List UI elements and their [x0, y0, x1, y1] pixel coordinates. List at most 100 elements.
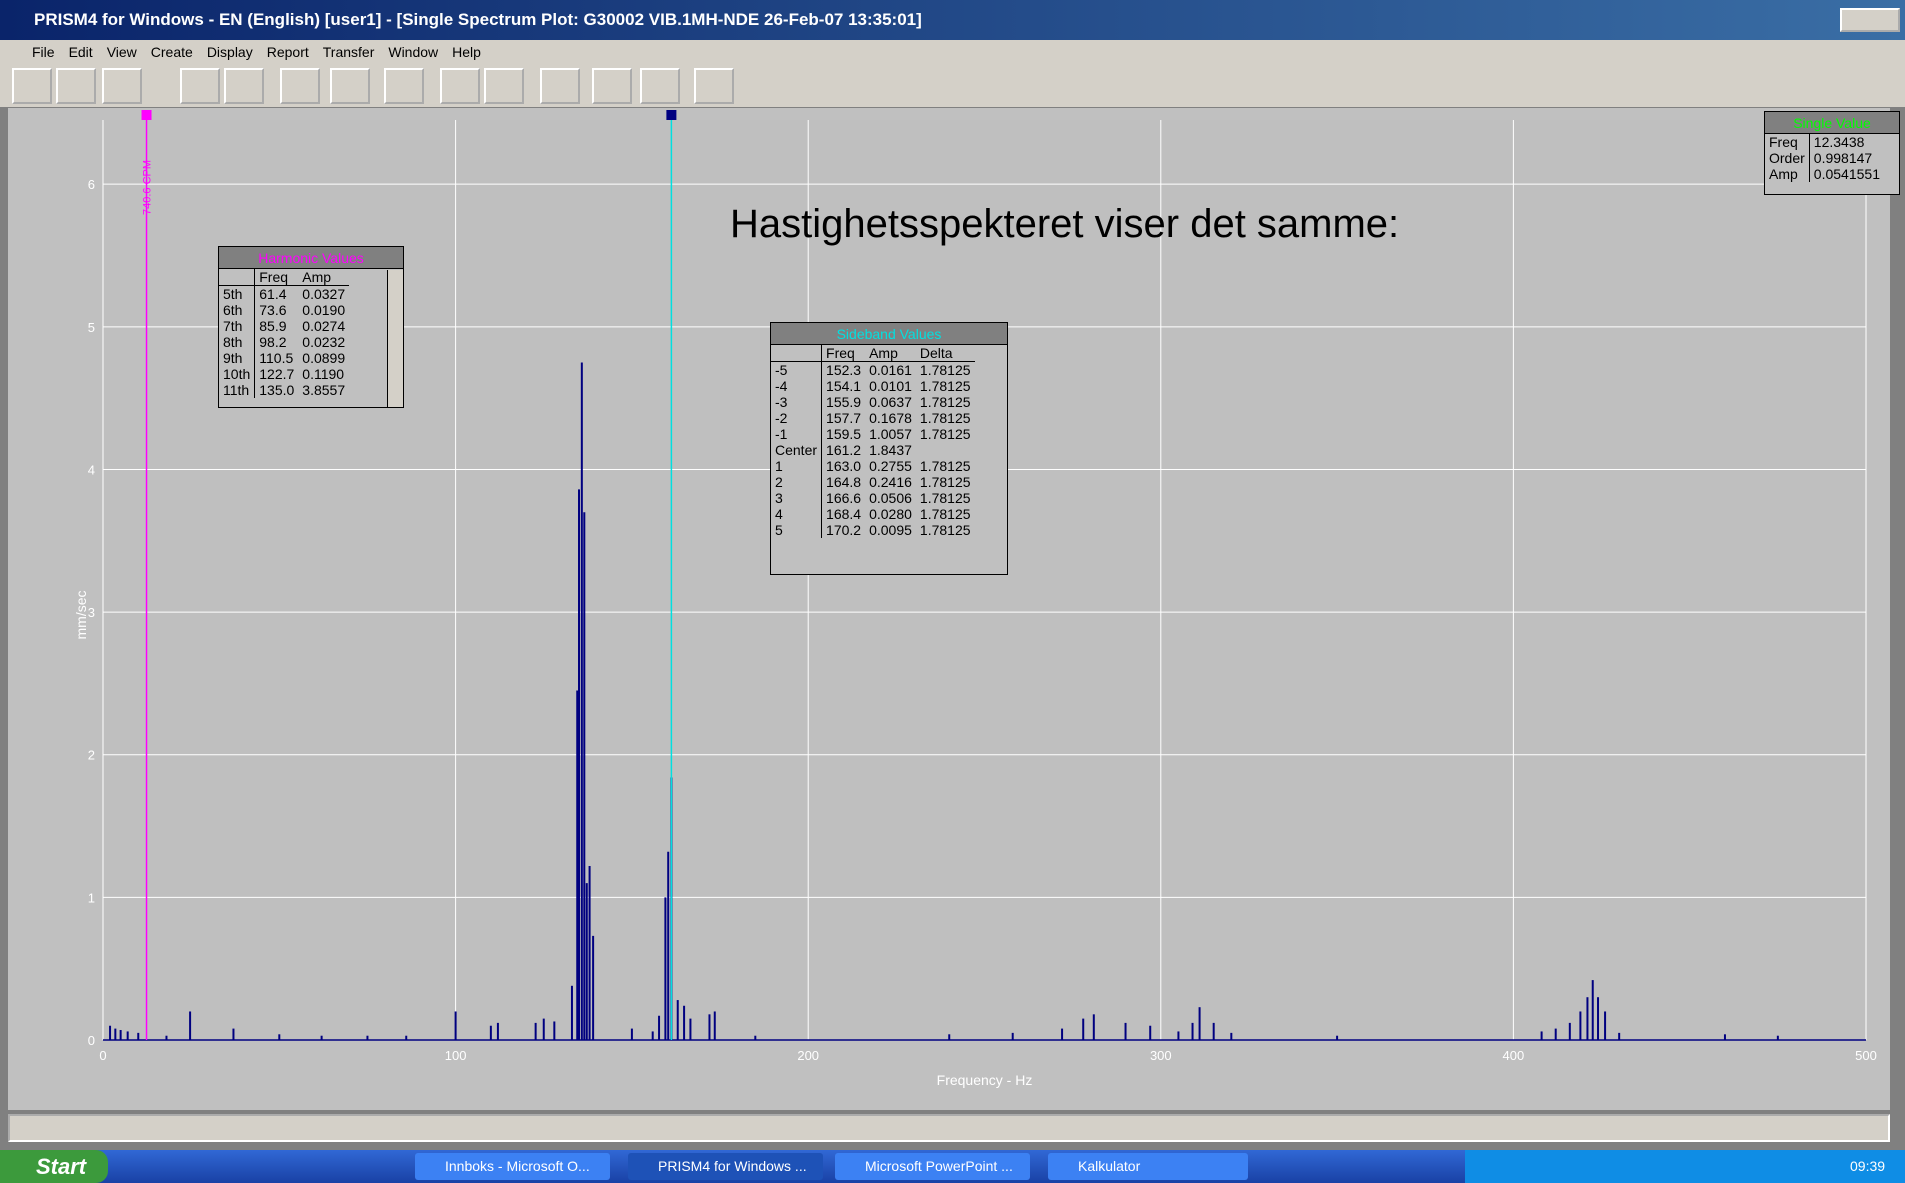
- toolbar-button[interactable]: [102, 68, 142, 104]
- task-button[interactable]: Microsoft PowerPoint ...: [835, 1153, 1030, 1180]
- status-bar: [8, 1114, 1890, 1142]
- table-cell: 170.2: [826, 522, 862, 538]
- toolbar-button[interactable]: [12, 68, 52, 104]
- menu-item[interactable]: Transfer: [322, 44, 375, 60]
- table-cell: 166.6: [826, 490, 862, 506]
- table-cell: 7th: [219, 318, 256, 334]
- cursor-handle[interactable]: [141, 110, 152, 120]
- table: Freq Amp Delta -5 152.3 0.0161 1.78125 -4 154.1 0…: [771, 345, 975, 538]
- table-cell: 0.1678: [869, 410, 912, 426]
- toolbar-button[interactable]: [180, 68, 220, 104]
- table-row: Amp 0.0541551: [1765, 166, 1884, 182]
- table-cell: 152.3: [826, 362, 862, 378]
- title-bar: PRISM4 for Windows - EN (English) [user1…: [0, 0, 1905, 40]
- annotation: Hastighetsspekteret viser det samme:: [730, 202, 1399, 246]
- menu-item[interactable]: Create: [150, 44, 193, 60]
- table-row: -2 157.7 0.1678 1.78125: [771, 410, 975, 426]
- table-cell: 85.9: [259, 318, 287, 334]
- table-row: 3 166.6 0.0506 1.78125: [771, 490, 975, 506]
- table-cell: 8th: [219, 334, 256, 350]
- menu-item[interactable]: Report: [266, 44, 309, 60]
- table-row: 5 170.2 0.0095 1.78125: [771, 522, 975, 538]
- table-cell: 10th: [219, 366, 256, 382]
- table-cell: 6th: [219, 302, 256, 318]
- table-cell: Center: [771, 442, 823, 458]
- menu-item[interactable]: Help: [452, 44, 481, 60]
- table-cell: 12.3438: [1813, 134, 1865, 150]
- menu-item[interactable]: Edit: [68, 44, 93, 60]
- table-cell: 0.0899: [302, 350, 346, 366]
- table-cell: 0.0327: [302, 286, 346, 302]
- sideband-table: Sideband Values Freq Amp Delta -5 152.3 0.016…: [770, 322, 1008, 575]
- menu-item[interactable]: Window: [388, 44, 439, 60]
- toolbar-button[interactable]: [640, 68, 680, 104]
- table-row: Freq 12.3438: [1765, 134, 1884, 150]
- header-cell: [771, 345, 823, 362]
- scrollbar[interactable]: [387, 270, 403, 407]
- toolbar-button[interactable]: [224, 68, 264, 104]
- table-cell: 0.0541551: [1813, 166, 1880, 182]
- table-row: -3 155.9 0.0637 1.78125: [771, 394, 975, 410]
- table-cell: 0.0274: [302, 318, 346, 334]
- x-tick-label: 500: [1855, 1048, 1877, 1063]
- menu-item[interactable]: Display: [206, 44, 253, 60]
- table-cell: 163.0: [826, 458, 862, 474]
- table-row: Center 161.2 1.8437: [771, 442, 975, 458]
- y-tick-label: 5: [88, 320, 95, 335]
- cursor-handle[interactable]: [666, 110, 677, 120]
- table-row: -4 154.1 0.0101 1.78125: [771, 378, 975, 394]
- table-cell: 161.2: [826, 442, 862, 458]
- header-cell: Amp: [298, 269, 350, 286]
- table-cell: Amp: [1765, 166, 1810, 182]
- header-cell: Freq: [254, 269, 299, 286]
- table-cell: 159.5: [826, 426, 862, 442]
- table-cell: 5th: [219, 285, 256, 302]
- toolbar-button[interactable]: [56, 68, 96, 104]
- table-cell: 1.78125: [919, 410, 971, 426]
- toolbar-button[interactable]: [384, 68, 424, 104]
- single-value-table: Single Value Freq 12.3438 Order 0.998147 Amp…: [1764, 111, 1900, 195]
- menu-item[interactable]: View: [106, 44, 137, 60]
- table-cell: 1.78125: [919, 506, 971, 522]
- table-cell: -3: [771, 394, 823, 410]
- x-axis-label: Frequency - Hz: [937, 1072, 1033, 1088]
- table-cell: 2: [771, 474, 823, 490]
- window-controls[interactable]: [1840, 8, 1900, 32]
- table-title: Sideband Values: [771, 323, 1007, 345]
- x-tick-label: 100: [445, 1048, 467, 1063]
- table-row: 1 163.0 0.2755 1.78125: [771, 458, 975, 474]
- table-cell: 0.0506: [869, 490, 912, 506]
- menu-item[interactable]: File: [32, 44, 55, 60]
- start-button[interactable]: Start: [0, 1150, 108, 1183]
- table-cell: 61.4: [259, 286, 287, 302]
- table-cell: 0.0232: [302, 334, 346, 350]
- table-cell: 0.0161: [869, 362, 912, 378]
- table-cell: -1: [771, 426, 823, 442]
- table-title: Single Value: [1765, 112, 1899, 134]
- task-button[interactable]: PRISM4 for Windows ...: [628, 1153, 823, 1180]
- table: Freq Amp 5th 61.4 0.0327 6th 73.6 0.0190 7th 85.9…: [219, 269, 350, 398]
- table-cell: 0.998147: [1813, 150, 1873, 166]
- toolbar-button[interactable]: [694, 68, 734, 104]
- toolbar-button[interactable]: [440, 68, 480, 104]
- table-row: 11th 135.0 3.8557: [219, 382, 349, 398]
- toolbar-button[interactable]: [540, 68, 580, 104]
- table-cell: 3: [771, 490, 823, 506]
- y-tick-label: 2: [88, 748, 95, 763]
- task-button[interactable]: Innboks - Microsoft O...: [415, 1153, 610, 1180]
- table-cell: 9th: [219, 350, 256, 366]
- toolbar-button[interactable]: [280, 68, 320, 104]
- table-cell: 98.2: [259, 334, 287, 350]
- table-row: 8th 98.2 0.0232: [219, 334, 349, 350]
- table-cell: Order: [1765, 150, 1810, 166]
- table-cell: -5: [771, 361, 823, 378]
- toolbar-button[interactable]: [330, 68, 370, 104]
- table-row: -1 159.5 1.0057 1.78125: [771, 426, 975, 442]
- table-cell: 0.2755: [869, 458, 912, 474]
- toolbar-button[interactable]: [484, 68, 524, 104]
- toolbar-button[interactable]: [592, 68, 632, 104]
- table-header: Freq Amp Delta: [771, 345, 975, 362]
- task-button[interactable]: Kalkulator: [1048, 1153, 1248, 1180]
- table-cell: 155.9: [826, 394, 862, 410]
- y-tick-label: 3: [88, 605, 95, 620]
